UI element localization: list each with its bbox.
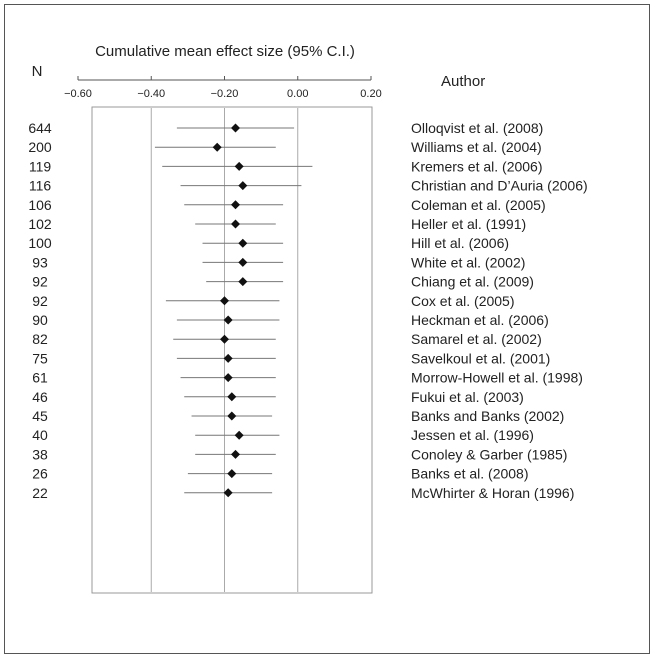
- row-n-label: 26: [32, 466, 48, 482]
- study-row: 92 Cox et al. (2005): [32, 293, 514, 309]
- row-n-label: 93: [32, 254, 48, 270]
- row-author-label: Williams et al. (2004): [411, 139, 542, 155]
- row-author-label: Heller et al. (1991): [411, 216, 526, 232]
- row-n-label: 82: [32, 331, 48, 347]
- effect-marker: [238, 277, 248, 287]
- row-n-label: 116: [29, 178, 52, 194]
- row-n-label: 90: [32, 312, 48, 328]
- row-n-label: 61: [32, 370, 48, 386]
- effect-marker: [238, 181, 248, 191]
- row-author-label: Chiang et al. (2009): [411, 274, 534, 290]
- study-row: 200 Williams et al. (2004): [28, 139, 541, 155]
- row-n-label: 45: [32, 408, 48, 424]
- x-tick-label: −0.40: [137, 88, 165, 100]
- row-n-label: 40: [32, 427, 48, 443]
- plot-area: [91, 106, 373, 594]
- study-row: 75 Savelkoul et al. (2001): [32, 350, 550, 366]
- row-author-label: Jessen et al. (1996): [411, 427, 534, 443]
- row-author-label: Fukui et al. (2003): [411, 389, 524, 405]
- author-column-header: Author: [441, 73, 485, 90]
- study-row: 22 McWhirter & Horan (1996): [32, 485, 574, 501]
- effect-marker: [234, 430, 244, 440]
- row-author-label: Morrow-Howell et al. (1998): [411, 370, 583, 386]
- row-author-label: Samarel et al. (2002): [411, 331, 542, 347]
- study-row: 100 Hill et al. (2006): [28, 235, 509, 251]
- study-row: 116 Christian and D’Auria (2006): [29, 178, 588, 194]
- row-author-label: McWhirter & Horan (1996): [411, 485, 574, 501]
- x-axis: −0.60 −0.40 −0.20 0.00 0.20: [64, 76, 382, 100]
- study-row: 102 Heller et al. (1991): [28, 216, 526, 232]
- x-tick-label: 0.00: [287, 88, 308, 100]
- row-author-label: Hill et al. (2006): [411, 235, 509, 251]
- study-row: 92 Chiang et al. (2009): [32, 274, 534, 290]
- effect-marker: [230, 219, 240, 229]
- row-author-label: Olloqvist et al. (2008): [411, 120, 543, 136]
- row-author-label: Heckman et al. (2006): [411, 312, 549, 328]
- x-tick-label: −0.60: [64, 88, 92, 100]
- x-tick-label: 0.20: [360, 88, 381, 100]
- x-tick-label: −0.20: [211, 88, 239, 100]
- effect-marker: [220, 296, 229, 306]
- row-author-label: Kremers et al. (2006): [411, 158, 543, 174]
- chart-title: Cumulative mean effect size (95% C.I.): [95, 43, 355, 60]
- figure-frame: [4, 4, 650, 654]
- n-column-header: N: [32, 63, 43, 80]
- effect-marker: [238, 257, 248, 267]
- effect-marker: [230, 200, 240, 210]
- row-n-label: 106: [28, 197, 52, 213]
- effect-marker: [223, 353, 233, 363]
- gridlines: [150, 108, 299, 592]
- effect-marker: [223, 315, 233, 325]
- row-n-label: 46: [32, 389, 48, 405]
- row-author-label: White et al. (2002): [411, 254, 525, 270]
- row-n-label: 119: [29, 158, 52, 174]
- study-row: 106 Coleman et al. (2005): [28, 197, 545, 213]
- study-row: 61 Morrow-Howell et al. (1998): [32, 370, 583, 386]
- effect-marker: [227, 469, 237, 479]
- effect-marker: [234, 161, 244, 171]
- study-row: 119 Kremers et al. (2006): [29, 158, 543, 174]
- effect-marker: [230, 123, 240, 133]
- row-author-label: Cox et al. (2005): [411, 293, 515, 309]
- row-n-label: 102: [28, 216, 52, 232]
- row-n-label: 22: [32, 485, 48, 501]
- effect-marker: [227, 411, 237, 421]
- study-row: 93 White et al. (2002): [32, 254, 525, 270]
- row-n-label: 75: [32, 350, 48, 366]
- effect-marker: [223, 488, 233, 498]
- row-n-label: 100: [28, 235, 52, 251]
- effect-marker: [230, 449, 240, 459]
- study-row: 45 Banks and Banks (2002): [32, 408, 564, 424]
- effect-marker: [220, 334, 229, 344]
- row-author-label: Banks et al. (2008): [411, 466, 529, 482]
- row-n-label: 644: [28, 120, 52, 136]
- study-row: 90 Heckman et al. (2006): [32, 312, 549, 328]
- study-row: 26 Banks et al. (2008): [32, 466, 528, 482]
- row-author-label: Banks and Banks (2002): [411, 408, 564, 424]
- study-rows: 644 Olloqvist et al. (2008) 200 Williams et…: [28, 120, 587, 501]
- study-row: 644 Olloqvist et al. (2008): [28, 120, 543, 136]
- row-author-label: Coleman et al. (2005): [411, 197, 546, 213]
- row-n-label: 92: [32, 274, 48, 290]
- row-author-label: Christian and D’Auria (2006): [411, 178, 588, 194]
- effect-marker: [238, 238, 248, 248]
- study-row: 40 Jessen et al. (1996): [32, 427, 534, 443]
- row-n-label: 38: [32, 446, 48, 462]
- effect-marker: [212, 142, 222, 152]
- row-n-label: 92: [32, 293, 48, 309]
- row-author-label: Savelkoul et al. (2001): [411, 350, 550, 366]
- effect-marker: [223, 373, 233, 383]
- study-row: 82 Samarel et al. (2002): [32, 331, 542, 347]
- row-n-label: 200: [28, 139, 52, 155]
- row-author-label: Conoley & Garber (1985): [411, 446, 567, 462]
- study-row: 46 Fukui et al. (2003): [32, 389, 524, 405]
- effect-marker: [227, 392, 237, 402]
- study-row: 38 Conoley & Garber (1985): [32, 446, 567, 462]
